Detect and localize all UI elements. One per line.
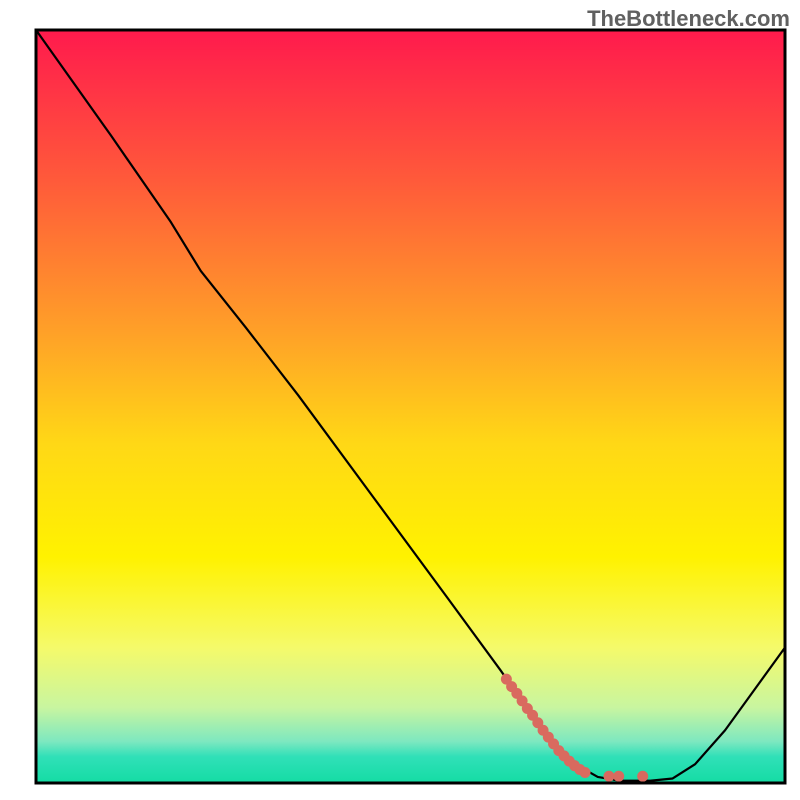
chart-svg xyxy=(0,0,800,800)
scatter-point xyxy=(580,767,590,777)
gradient-background xyxy=(36,30,785,783)
watermark-text: TheBottleneck.com xyxy=(587,6,790,32)
scatter-point xyxy=(638,771,648,781)
scatter-point xyxy=(604,771,614,781)
scatter-point xyxy=(614,771,624,781)
chart-container: TheBottleneck.com xyxy=(0,0,800,800)
